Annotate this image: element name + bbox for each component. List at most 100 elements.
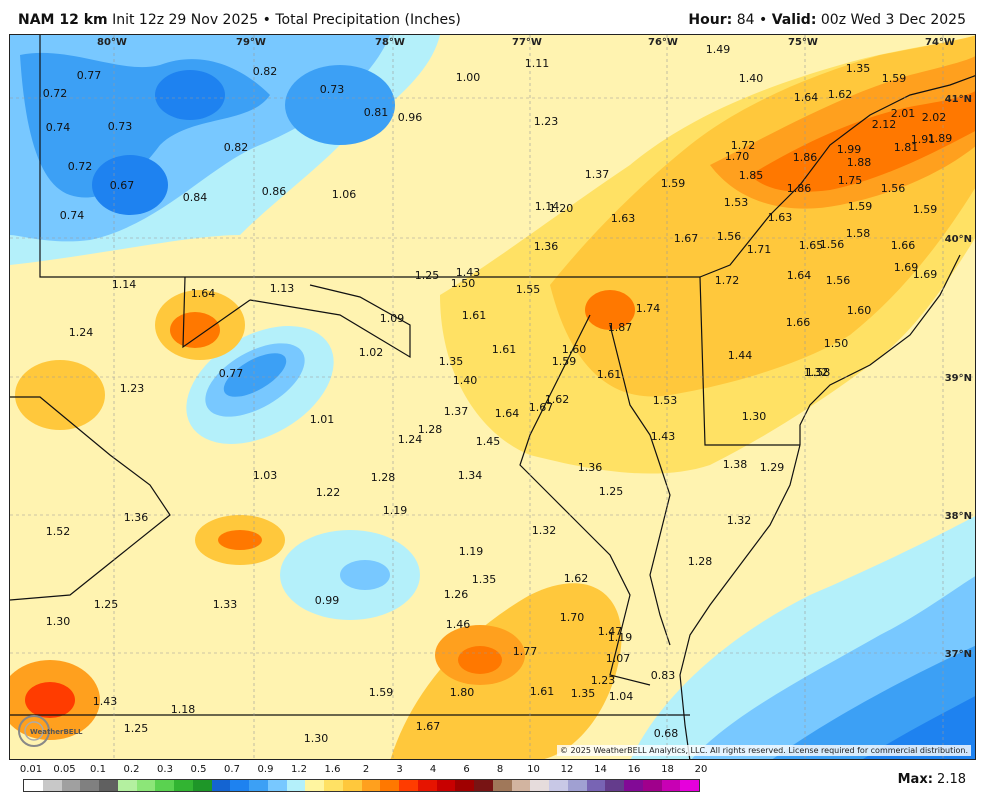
precip-value: 1.35 bbox=[571, 687, 596, 700]
low-blue-spot-b bbox=[285, 65, 395, 145]
hour-value: 84 bbox=[736, 12, 755, 28]
precip-value: 1.30 bbox=[46, 615, 71, 628]
precip-value: 1.23 bbox=[591, 674, 616, 687]
precip-value: 1.19 bbox=[608, 631, 633, 644]
scale-swatch bbox=[249, 780, 268, 791]
precip-value: 1.33 bbox=[213, 598, 238, 611]
precip-value: 1.50 bbox=[451, 277, 476, 290]
scale-swatch bbox=[492, 780, 512, 791]
precip-value: 1.35 bbox=[846, 62, 871, 75]
scale-label: 0.3 bbox=[157, 764, 173, 775]
precip-value: 1.61 bbox=[530, 685, 555, 698]
nj-outer-coast bbox=[799, 254, 961, 445]
precip-value: 1.64 bbox=[191, 287, 216, 300]
precip-value: 1.59 bbox=[848, 200, 873, 213]
scale-label: 8 bbox=[496, 764, 504, 775]
weatherbell-logo-icon: WeatherBELL bbox=[18, 715, 83, 747]
precip-map[interactable]: 80°W 79°W 78°W 77°W 76°W 75°W 74°W 41°N 40°N 39°… bbox=[9, 34, 976, 760]
precip-value: 1.56 bbox=[881, 182, 906, 195]
offshore-low-darkest bbox=[863, 696, 975, 759]
precip-value: 1.43 bbox=[93, 695, 118, 708]
precip-value: 1.66 bbox=[891, 239, 916, 252]
precip-value: 1.66 bbox=[786, 316, 811, 329]
precip-value: 1.75 bbox=[838, 174, 863, 187]
scale-label: 0.5 bbox=[190, 764, 207, 775]
precip-value: 1.81 bbox=[894, 141, 919, 154]
header-left: NAM 12 km Init 12z 29 Nov 2025 • Total P… bbox=[18, 12, 461, 28]
precip-value: 1.24 bbox=[398, 433, 423, 446]
precip-value: 1.85 bbox=[739, 169, 764, 182]
precip-value: 1.04 bbox=[609, 690, 634, 703]
high-precip-sw-corner-peak bbox=[25, 682, 75, 718]
precip-value: 0.99 bbox=[315, 594, 340, 607]
lat-label: 37°N bbox=[945, 649, 972, 660]
scale-swatch bbox=[549, 780, 568, 791]
precip-value: 1.37 bbox=[585, 168, 610, 181]
precip-value: 1.22 bbox=[316, 486, 341, 499]
scale-swatch bbox=[286, 780, 306, 791]
low-precip-central-deep bbox=[223, 353, 287, 397]
precip-value: 0.73 bbox=[108, 120, 133, 133]
precip-value: 1.45 bbox=[476, 435, 501, 448]
precip-value: 1.43 bbox=[651, 430, 676, 443]
precip-value: 1.59 bbox=[552, 355, 577, 368]
precip-value: 1.72 bbox=[715, 274, 740, 287]
scale-swatch bbox=[117, 780, 137, 791]
precip-value: 1.86 bbox=[787, 182, 812, 195]
precip-value: 1.69 bbox=[894, 261, 919, 274]
precip-value: 1.36 bbox=[534, 240, 559, 253]
precip-value: 1.67 bbox=[674, 232, 699, 245]
max-number: 2.18 bbox=[937, 772, 966, 787]
scale-swatch bbox=[399, 780, 418, 791]
color-scale: 0.01 0.05 0.1 0.2 0.3 0.5 0.7 0.9 1.2 1.6 2 3 4 6 8 10 1… bbox=[20, 764, 708, 794]
precip-value: 1.74 bbox=[636, 302, 661, 315]
precip-value: 1.59 bbox=[369, 686, 394, 699]
precip-value: 1.03 bbox=[253, 469, 278, 482]
lon-label: 77°W bbox=[512, 37, 542, 48]
high-precip-va-peak bbox=[458, 646, 502, 674]
precip-value: 1.37 bbox=[444, 405, 469, 418]
lon-label: 76°W bbox=[648, 37, 678, 48]
scale-label: 3 bbox=[396, 764, 403, 775]
precip-values: 0.77 0.72 0.74 0.73 0.72 0.67 0.74 0.82 0.73 0.82… bbox=[43, 43, 953, 745]
precip-value: 1.47 bbox=[598, 625, 623, 638]
precip-value: 0.72 bbox=[68, 160, 93, 173]
precip-value: 1.71 bbox=[747, 243, 772, 256]
precip-value: 0.82 bbox=[253, 65, 278, 78]
precip-value: 1.44 bbox=[728, 349, 753, 362]
precip-value: 1.55 bbox=[516, 283, 541, 296]
precip-value: 1.18 bbox=[171, 703, 196, 716]
scale-swatch bbox=[324, 780, 343, 791]
precip-value: 1.35 bbox=[439, 355, 464, 368]
precip-value: 1.35 bbox=[472, 573, 497, 586]
scale-labels: 0.01 0.05 0.1 0.2 0.3 0.5 0.7 0.9 1.2 1.6 2 3 4 6 8 10 1… bbox=[20, 764, 708, 778]
precip-value: 1.59 bbox=[913, 203, 938, 216]
scale-swatch bbox=[361, 780, 381, 791]
precip-value: 1.40 bbox=[453, 374, 478, 387]
high-precip-wv2-core bbox=[218, 530, 262, 550]
precip-value: 1.29 bbox=[760, 461, 785, 474]
lon-label: 74°W bbox=[925, 37, 955, 48]
precip-value: 1.99 bbox=[837, 143, 862, 156]
precip-value: 0.86 bbox=[262, 185, 287, 198]
precip-value: 1.91 bbox=[911, 133, 936, 146]
precip-value: 1.20 bbox=[549, 202, 574, 215]
precip-value: 0.83 bbox=[651, 669, 676, 682]
scale-swatch bbox=[474, 780, 493, 791]
low-blue-spot-c bbox=[155, 70, 225, 120]
precip-value: 0.67 bbox=[110, 179, 135, 192]
lat-label: 40°N bbox=[945, 234, 972, 245]
precip-value: 1.07 bbox=[606, 652, 631, 665]
scale-label: 0.05 bbox=[53, 764, 76, 775]
scale-swatch bbox=[661, 780, 681, 791]
scale-swatch bbox=[305, 780, 324, 791]
precip-value: 1.11 bbox=[525, 57, 550, 70]
precip-value: 1.30 bbox=[742, 410, 767, 423]
scale-label: 18 bbox=[661, 764, 674, 775]
scale-swatch bbox=[211, 780, 231, 791]
high-precip-band-ne-peak bbox=[750, 91, 975, 192]
scale-swatch bbox=[455, 780, 474, 791]
precip-value: 0.82 bbox=[224, 141, 249, 154]
precip-value: 1.69 bbox=[913, 268, 938, 281]
precip-value: 1.60 bbox=[562, 343, 587, 356]
